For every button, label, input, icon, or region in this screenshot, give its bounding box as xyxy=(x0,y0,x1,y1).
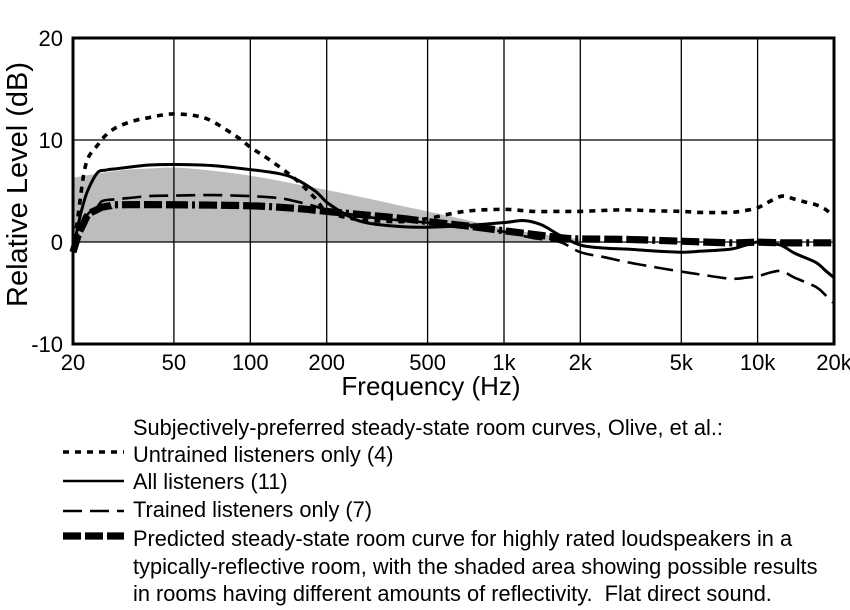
svg-text:-10: -10 xyxy=(31,332,63,357)
svg-text:20: 20 xyxy=(39,26,63,51)
svg-text:10: 10 xyxy=(39,128,63,153)
svg-text:0: 0 xyxy=(51,230,63,255)
